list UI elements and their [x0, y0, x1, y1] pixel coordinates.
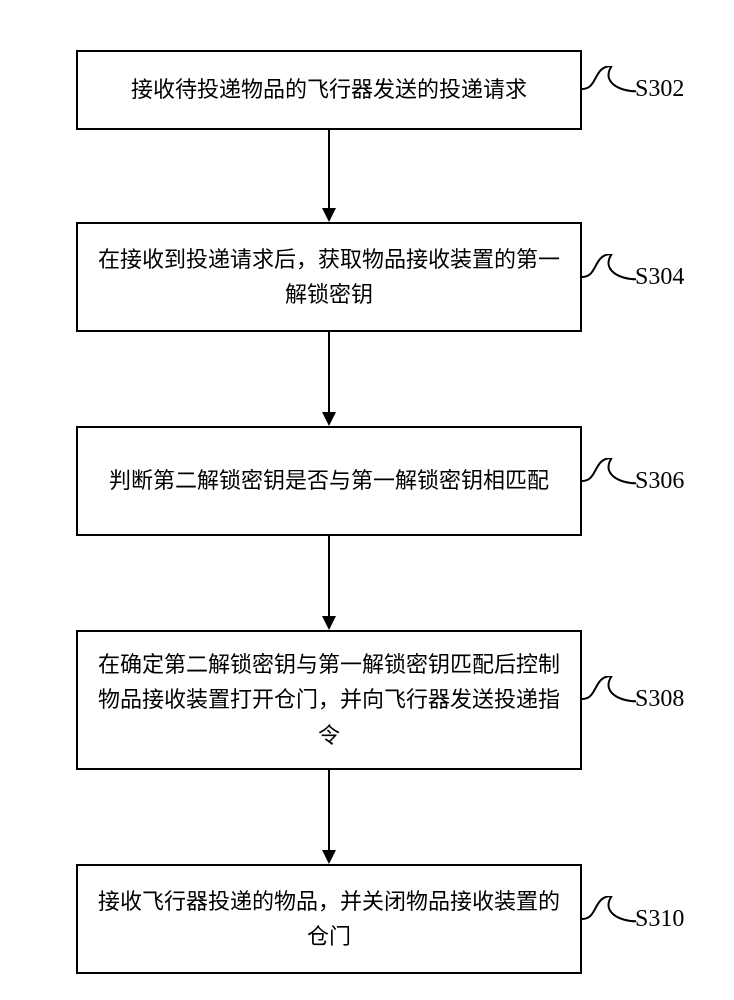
flow-box-text: 接收待投递物品的飞行器发送的投递请求 — [131, 72, 527, 107]
arrow-head-icon — [322, 616, 336, 630]
flow-box-5: 接收飞行器投递的物品，并关闭物品接收装置的仓门 — [76, 864, 582, 974]
flow-box-2: 在接收到投递请求后，获取物品接收装置的第一解锁密钥 — [76, 222, 582, 332]
flow-box-text: 判断第二解锁密钥是否与第一解锁密钥相匹配 — [109, 463, 549, 498]
arrow-head-icon — [322, 412, 336, 426]
step-label-4: S308 — [635, 686, 684, 713]
flow-box-text: 在确定第二解锁密钥与第一解锁密钥匹配后控制物品接收装置打开仓门，并向飞行器发送投… — [98, 647, 560, 753]
flow-box-1: 接收待投递物品的飞行器发送的投递请求 — [76, 50, 582, 130]
step-label-2: S304 — [635, 264, 684, 291]
arrow-line — [328, 536, 330, 618]
connector-curve — [582, 66, 636, 112]
arrow-line — [328, 770, 330, 852]
arrow-head-icon — [322, 208, 336, 222]
connector-curve — [582, 458, 636, 504]
flow-box-text: 接收飞行器投递的物品，并关闭物品接收装置的仓门 — [98, 884, 560, 954]
flow-box-4: 在确定第二解锁密钥与第一解锁密钥匹配后控制物品接收装置打开仓门，并向飞行器发送投… — [76, 630, 582, 770]
flowchart-canvas: 接收待投递物品的飞行器发送的投递请求在接收到投递请求后，获取物品接收装置的第一解… — [0, 0, 734, 1000]
connector-curve — [582, 676, 636, 722]
flow-box-text: 在接收到投递请求后，获取物品接收装置的第一解锁密钥 — [98, 242, 560, 312]
step-label-3: S306 — [635, 468, 684, 495]
step-label-1: S302 — [635, 76, 684, 103]
connector-curve — [582, 896, 636, 942]
arrow-line — [328, 332, 330, 414]
arrow-line — [328, 130, 330, 210]
step-label-5: S310 — [635, 906, 684, 933]
connector-curve — [582, 254, 636, 300]
flow-box-3: 判断第二解锁密钥是否与第一解锁密钥相匹配 — [76, 426, 582, 536]
arrow-head-icon — [322, 850, 336, 864]
